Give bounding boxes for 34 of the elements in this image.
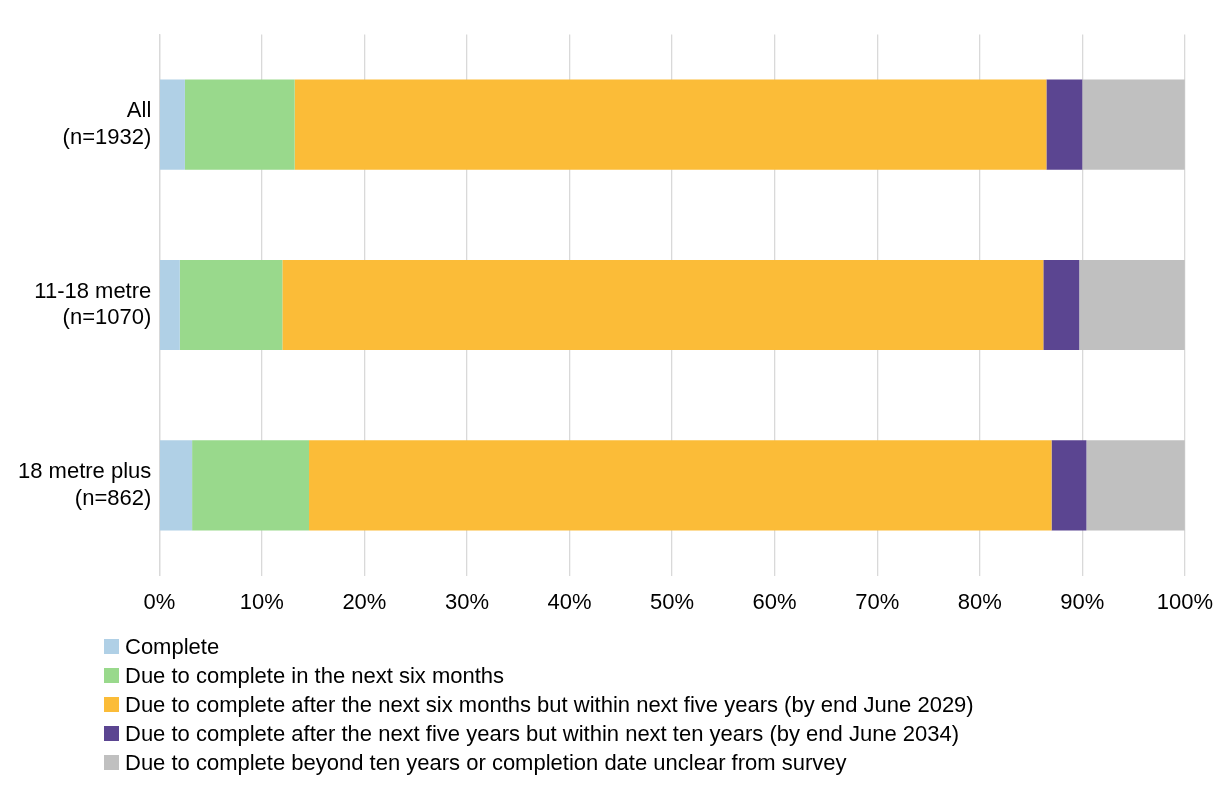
bar — [159, 440, 193, 531]
x-tick-label: 50% — [650, 588, 695, 614]
x-tick-label: 20% — [342, 588, 387, 614]
legend-label: Due to complete in the next six months — [125, 662, 505, 690]
x-tick-label: 40% — [547, 588, 592, 614]
legend-label: Complete — [125, 633, 220, 661]
bar — [192, 440, 310, 531]
bar — [1051, 440, 1087, 531]
bar — [1079, 259, 1185, 351]
legend-label: Due to complete beyond ten years or completion date unclear from survey — [125, 749, 847, 777]
legend-label: Due to complete after the next five years but within next ten years (by end June 2034) — [125, 720, 960, 748]
y-tick-label: 11-18 metre (n=1070) — [34, 277, 152, 330]
x-tick-label: 60% — [752, 588, 797, 614]
bar — [1082, 79, 1185, 170]
bar — [159, 259, 180, 351]
x-tick-label: 10% — [239, 588, 284, 614]
bar — [1046, 79, 1083, 170]
y-tick-label: All (n=1932) — [62, 97, 152, 149]
x-tick-label: 0% — [143, 588, 176, 614]
bar — [1043, 259, 1080, 351]
x-tick-label: 80% — [957, 588, 1002, 614]
y-tick-label: 18 metre plus (n=862) — [17, 458, 152, 510]
bar — [294, 79, 1047, 170]
bar — [179, 259, 283, 351]
x-tick-label: 30% — [444, 588, 489, 614]
bar — [1086, 440, 1185, 531]
bar — [184, 79, 295, 170]
bar — [159, 79, 185, 170]
x-tick-label: 70% — [855, 588, 900, 614]
x-tick-label: 90% — [1060, 588, 1105, 614]
bar — [282, 259, 1044, 351]
legend-label: Due to complete after the next six months but within next five years (by end June 2029) — [125, 691, 974, 719]
x-tick-label: 100% — [1156, 588, 1214, 614]
bar — [309, 440, 1052, 531]
